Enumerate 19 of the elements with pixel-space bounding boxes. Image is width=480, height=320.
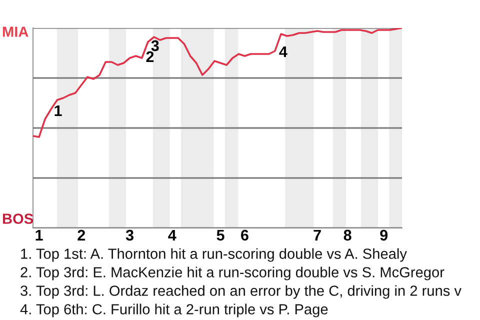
annotation: BOS <box>2 214 34 224</box>
x-tick-label: 2 <box>78 230 86 240</box>
text: 1. Top 1st: A. Thornton hit a run-scoring double vs A. Shealy <box>21 248 407 262</box>
x-tick-label: 8 <box>344 230 352 241</box>
annotation: 3 <box>151 40 159 52</box>
annotation: 4 <box>279 46 288 57</box>
text: 3. Top 3rd: L. Ordaz reached on an error by the C, driving in 2 runs v <box>20 285 462 299</box>
x-tick-label: 6 <box>241 230 248 241</box>
x-tick-label: 4 <box>168 230 176 240</box>
x-tick-label: 7 <box>314 230 321 240</box>
annotation: 2 <box>146 51 154 62</box>
text: 2. Top 3rd: E. MacKenzie hit a run-scoring double vs S. McGregor <box>20 266 444 280</box>
x-tick-label: 3 <box>126 230 134 241</box>
x-tick-label: 9 <box>380 230 388 241</box>
text: 4. Top 6th: C. Furillo hit a 2-run triple vs P. Page <box>20 304 328 318</box>
x-tick-label: 5 <box>216 230 224 241</box>
x-tick-label: 1 <box>36 230 43 240</box>
text: MIA <box>2 26 28 37</box>
annotation: 1 <box>54 105 62 116</box>
